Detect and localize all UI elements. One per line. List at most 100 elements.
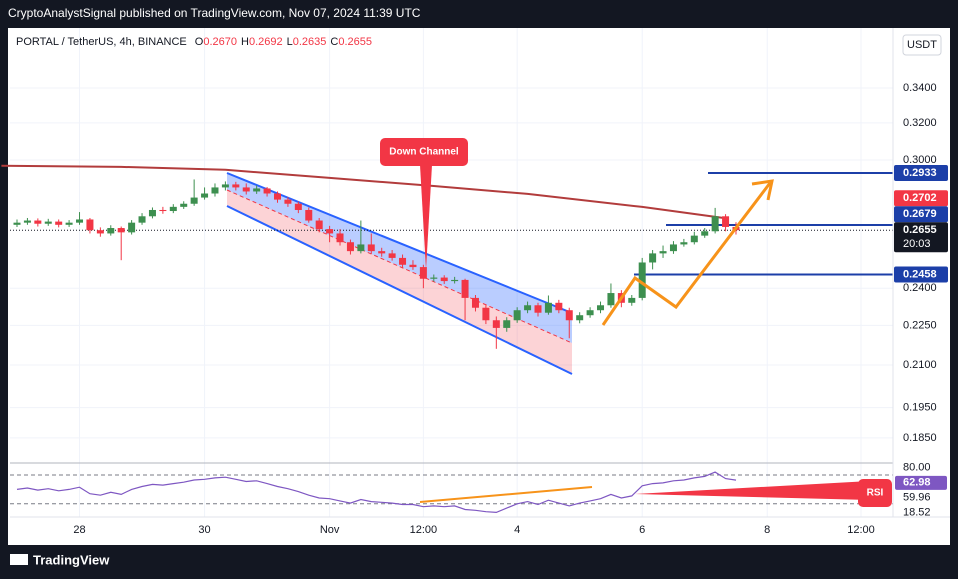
countdown: 20:03: [903, 238, 931, 250]
candle-body: [367, 244, 375, 252]
candle-body: [649, 253, 657, 263]
rsi-wedge: [635, 481, 870, 500]
candle-body: [378, 251, 386, 254]
candle-body: [399, 257, 407, 265]
candle-body: [409, 264, 417, 268]
callout-box: [380, 138, 468, 166]
legend-symbol: PORTAL / TetherUS, 4h, BINANCE: [16, 36, 187, 48]
candle-body: [711, 216, 719, 232]
rsi-tag: [895, 475, 947, 490]
candle-body: [722, 216, 730, 227]
candle-body: [169, 206, 177, 212]
candle-body: [440, 277, 448, 282]
candle-body: [76, 219, 84, 223]
candle-body: [388, 253, 396, 258]
chart-frame: [8, 28, 950, 545]
candle-body: [232, 184, 240, 188]
currency-button[interactable]: [902, 34, 942, 56]
legend: PORTAL / TetherUS, 4h, BINANCE O0.2670 H0.…: [16, 36, 372, 48]
candle-body: [597, 305, 605, 311]
candle-body: [96, 230, 104, 234]
arrow-head: [751, 179, 774, 201]
candle-body: [13, 222, 21, 225]
candle-body: [586, 310, 594, 316]
candle-body: [263, 188, 271, 194]
price-tag-label: 0.2679: [903, 208, 937, 220]
price-tag: [894, 266, 948, 283]
current-price-label: 0.2655: [903, 224, 937, 236]
candle-body: [242, 187, 250, 192]
legend-value: 0.2655: [338, 36, 372, 48]
price-tag-label: 0.2458: [903, 268, 937, 280]
current-price-tag: [894, 222, 948, 253]
channel-lower-fill: [227, 190, 572, 374]
candle-body: [294, 203, 302, 210]
candle-body: [346, 242, 354, 252]
candle-body: [128, 222, 136, 233]
candle-body: [55, 221, 63, 225]
rsi-line: [16, 471, 737, 514]
price-tag-label: 0.2933: [903, 167, 937, 179]
y-tick-label: 0.1850: [903, 432, 937, 444]
channel-lower: [226, 205, 573, 375]
x-tick-label: 12:00: [847, 524, 875, 536]
callout-pointer: [420, 165, 432, 270]
legend-key: O: [195, 36, 204, 48]
candle-body: [86, 219, 94, 231]
candle-body: [253, 188, 261, 192]
legend-key: H: [241, 36, 249, 48]
candle-body: [305, 209, 313, 221]
marks: [1, 164, 893, 514]
candle-body: [524, 305, 532, 311]
candle-body: [34, 220, 42, 224]
candle-body: [690, 235, 698, 243]
rsi-trendline: [419, 486, 593, 503]
legend-value: 0.2635: [293, 36, 327, 48]
footer-brand: TradingView: [33, 552, 110, 567]
x-tick-label: 8: [764, 524, 770, 536]
y-tick-label: 0.2250: [903, 319, 937, 331]
y-tick-label: 0.3200: [903, 117, 937, 129]
candle-body: [190, 197, 198, 204]
price-tag: [894, 206, 948, 223]
candle-body: [336, 233, 344, 243]
candle-body: [451, 279, 459, 282]
candle-body: [503, 320, 511, 328]
candle-body: [513, 310, 521, 321]
legend-value: 0.2692: [249, 36, 283, 48]
moving-average: [1, 164, 726, 220]
candle-body: [274, 193, 281, 200]
candle-body: [492, 320, 500, 328]
candle-body: [180, 203, 188, 207]
candle-body: [23, 220, 31, 223]
x-tick-label: Nov: [320, 524, 340, 536]
rsi-tag-label: 18.52: [903, 507, 931, 519]
legend-key: C: [330, 36, 338, 48]
candle-body: [534, 305, 542, 313]
x-tick-label: 4: [514, 524, 520, 536]
header: CryptoAnalystSignal published on Trading…: [8, 6, 421, 20]
candle-body: [461, 279, 469, 298]
candle-body: [201, 193, 209, 198]
y-tick-label: 0.3400: [903, 82, 937, 94]
candle-body: [211, 187, 219, 194]
candle-body: [555, 302, 563, 311]
candle-body: [471, 297, 479, 308]
rsi-callout: [858, 479, 892, 507]
rsi-tag-label: 80.00: [903, 462, 931, 474]
y-tick-label: 0.2100: [903, 359, 937, 371]
candle-body: [669, 244, 677, 252]
legend-key: L: [287, 36, 293, 48]
y-tick-label: 0.3000: [903, 154, 937, 166]
x-tick-label: 12:00: [410, 524, 438, 536]
price-tag: [894, 190, 948, 207]
callout-text: Down Channel: [389, 147, 459, 158]
candle-body: [544, 302, 552, 313]
candle-body: [159, 209, 167, 212]
candle-body: [565, 310, 573, 321]
projection-arrow: [601, 182, 772, 326]
candle-body: [117, 228, 125, 233]
y-tick-label: 0.1950: [903, 402, 937, 414]
